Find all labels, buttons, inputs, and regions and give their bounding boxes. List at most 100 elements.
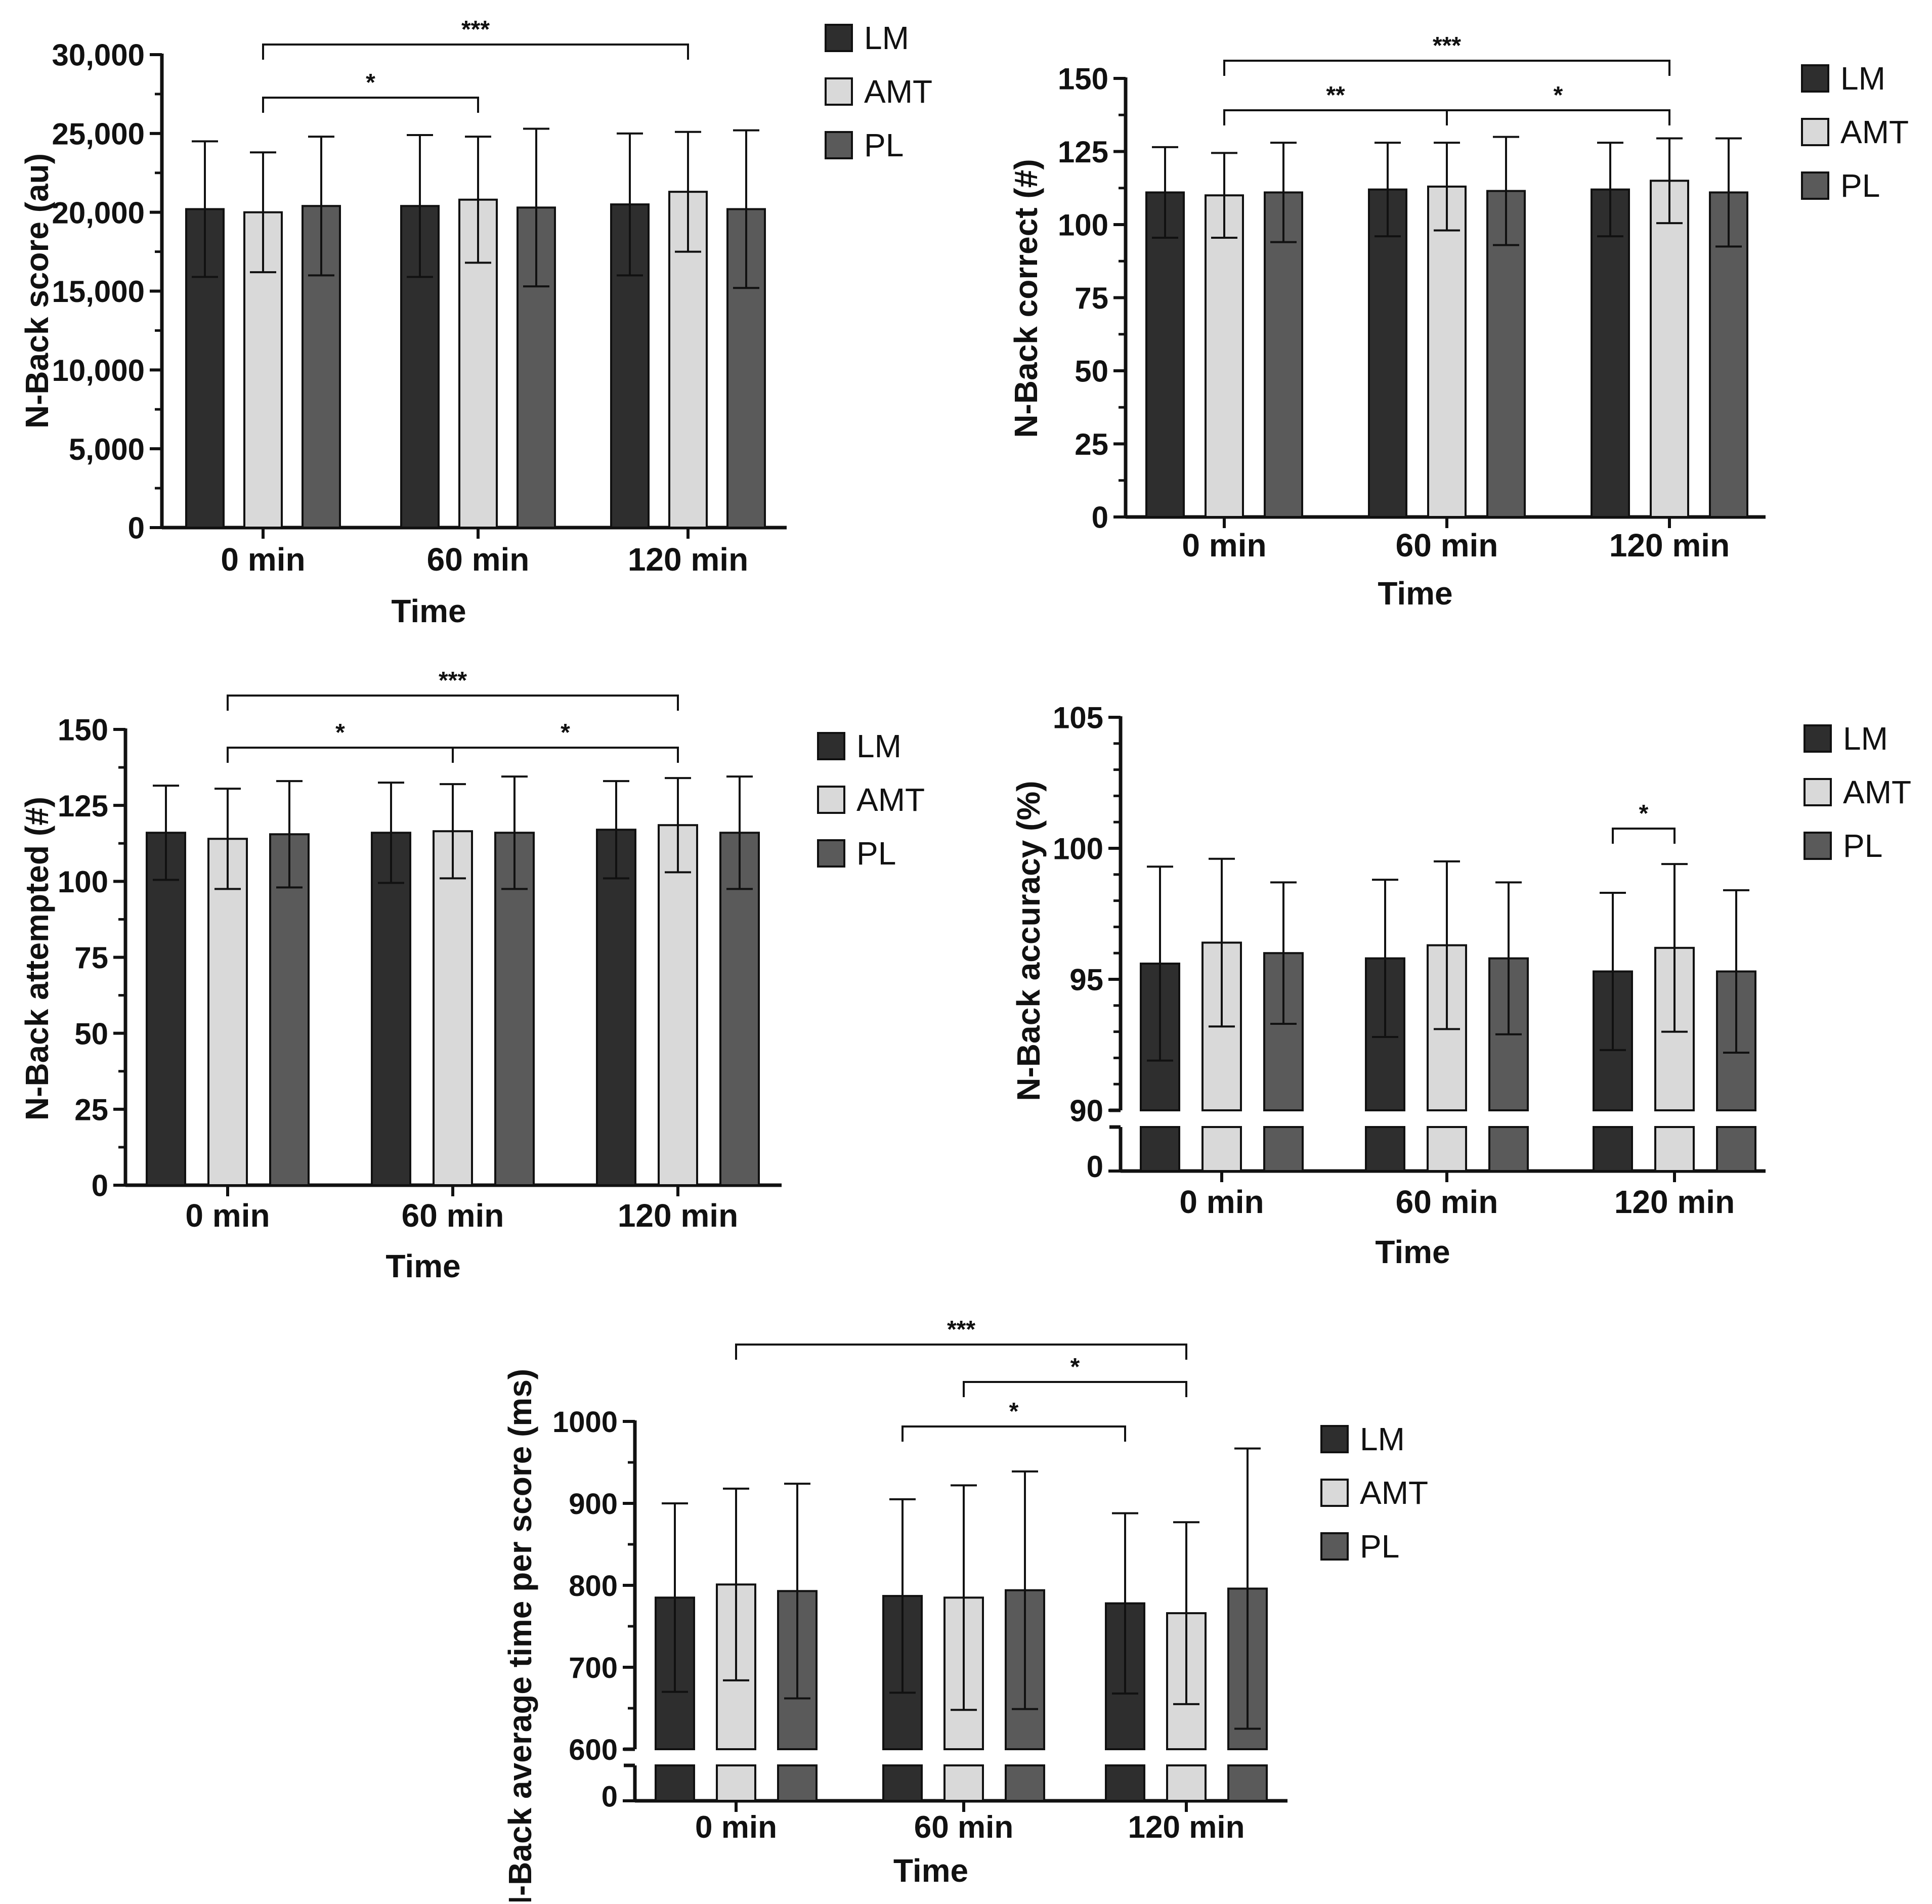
significance-bracket [1223,109,1448,125]
y-tick-label: 0 [1087,1150,1103,1184]
bar-lower-pl-0 [777,1764,818,1802]
legend-panel-accuracy: LM AMT PL [1804,716,1911,877]
y-tick-label: 25 [1075,427,1108,461]
legend-label-lm: LM [856,728,901,764]
significance-label: *** [439,667,467,694]
legend-label-pl: PL [856,835,896,872]
x-tick-label: 120 min [1128,1810,1245,1845]
y-axis-title: N-Back score (au) [19,153,55,428]
legend-swatch-lm [825,24,853,52]
legend-label-amt: AMT [1843,774,1912,810]
y-tick-label: 900 [569,1488,618,1521]
significance-bracket [1446,109,1670,125]
legend-panel-attempted: LM AMT PL [817,723,925,884]
y-tick-label: 30,000 [52,38,145,72]
y-tick-label: 150 [1058,62,1108,96]
legend-swatch-lm [1320,1425,1349,1453]
y-tick-label: 700 [569,1652,618,1684]
y-axis-title: N-Back accuracy (%) [1010,781,1047,1101]
legend-item-pl: PL [1320,1524,1428,1569]
legend-label-amt: AMT [864,73,933,110]
y-tick-label: 125 [58,789,108,823]
bar-amt-0 [207,838,248,1186]
legend-swatch-pl [1801,171,1829,200]
significance-label: ** [1326,82,1345,109]
y-tick-label: 0 [128,511,145,545]
y-tick-label: 5,000 [69,432,145,466]
legend-label-lm: LM [864,20,909,56]
x-axis-title: Time [1378,575,1452,612]
chart-panel-correct: 0 25 50 75 100 125 150 0 min 60 min 120 min Time N-… [1008,32,1766,612]
y-tick-label: 125 [1058,135,1108,169]
legend-swatch-amt [1320,1479,1349,1507]
legend-item-pl: PL [817,831,925,876]
x-tick-label: 0 min [1182,527,1266,564]
bar-lm-0 [1145,191,1185,518]
significance-label: *** [1433,32,1461,59]
bar-lm-0 [146,832,186,1186]
chart-panel-attempted: 0 25 50 75 100 125 150 0 min 60 min 120 min Time N-… [19,667,782,1284]
x-tick-label: 120 min [618,1197,738,1234]
legend-swatch-lm [817,732,845,760]
y-tick-label: 95 [1069,963,1103,997]
y-tick-label: 90 [1069,1094,1103,1128]
y-tick-label: 0 [92,1169,108,1203]
bar-amt-1 [1427,185,1467,518]
bar-amt-0 [1205,194,1244,518]
x-tick-label: 60 min [1396,527,1498,564]
legend-label-lm: LM [1843,720,1888,757]
significance-bracket [735,1344,1187,1360]
x-tick-label: 60 min [427,541,530,578]
legend-item-lm: LM [817,723,925,769]
significance-bracket [227,695,679,711]
y-axis-title: N-Back correct (#) [1008,159,1044,438]
significance-label: * [561,719,570,746]
bar-lower-amt-0 [1201,1126,1242,1172]
legend-label-pl: PL [1360,1528,1400,1565]
bar-lm-1 [1368,188,1407,518]
y-tick-label: 100 [1058,208,1108,242]
legend-swatch-amt [1804,778,1832,806]
y-tick-label: 1000 [552,1406,618,1439]
legend-label-lm: LM [1360,1421,1405,1457]
x-axis-title: Time [391,593,466,629]
legend-item-lm: LM [1320,1416,1428,1462]
bar-lower-amt-0 [716,1764,756,1802]
y-tick-label: 25 [74,1093,108,1127]
significance-label: * [1070,1354,1080,1380]
significance-bracket [1223,60,1670,76]
significance-bracket [227,747,454,763]
y-tick-label: 20,000 [52,196,145,230]
bar-pl-0 [269,833,310,1186]
legend-label-pl: PL [864,127,904,163]
y-tick-label: 100 [1053,832,1103,866]
legend-swatch-pl [1320,1532,1349,1561]
y-tick-label: 0 [602,1781,618,1813]
y-tick-label: 150 [58,713,108,747]
x-tick-label: 0 min [1179,1184,1264,1220]
x-tick-label: 120 min [1609,527,1730,564]
bar-lower-lm-0 [655,1764,695,1802]
legend-item-amt: AMT [817,777,925,823]
significance-label: * [1639,800,1649,827]
x-axis-title: Time [893,1852,968,1889]
legend-item-pl: PL [1804,823,1911,869]
legend-swatch-amt [1801,118,1829,146]
x-tick-label: 0 min [221,541,305,578]
significance-bracket [262,97,479,113]
y-tick-label: 50 [1075,355,1108,388]
bar-amt-1 [433,830,473,1187]
legend-label-pl: PL [1840,167,1880,204]
legend-swatch-lm [1801,64,1829,93]
bar-lower-amt-1 [943,1764,984,1802]
bar-lower-amt-1 [1427,1126,1467,1172]
legend-item-amt: AMT [1804,769,1911,815]
legend-item-pl: PL [825,122,932,168]
bar-lower-lm-1 [882,1764,923,1802]
x-tick-label: 120 min [628,541,748,578]
legend-item-amt: AMT [825,69,932,114]
bar-lower-pl-0 [1263,1126,1304,1172]
y-tick-label: 25,000 [52,117,145,151]
